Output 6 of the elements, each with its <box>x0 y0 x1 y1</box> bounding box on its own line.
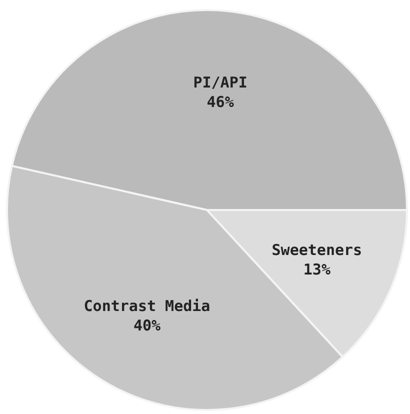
slice-label: Sweeteners <box>272 241 362 260</box>
slice-label: Contrast Media <box>84 296 210 315</box>
slice-label: PI/API <box>193 74 248 92</box>
data-label: 46% <box>206 93 234 112</box>
data-label: 13% <box>303 260 330 279</box>
data-label: 40% <box>133 316 161 334</box>
